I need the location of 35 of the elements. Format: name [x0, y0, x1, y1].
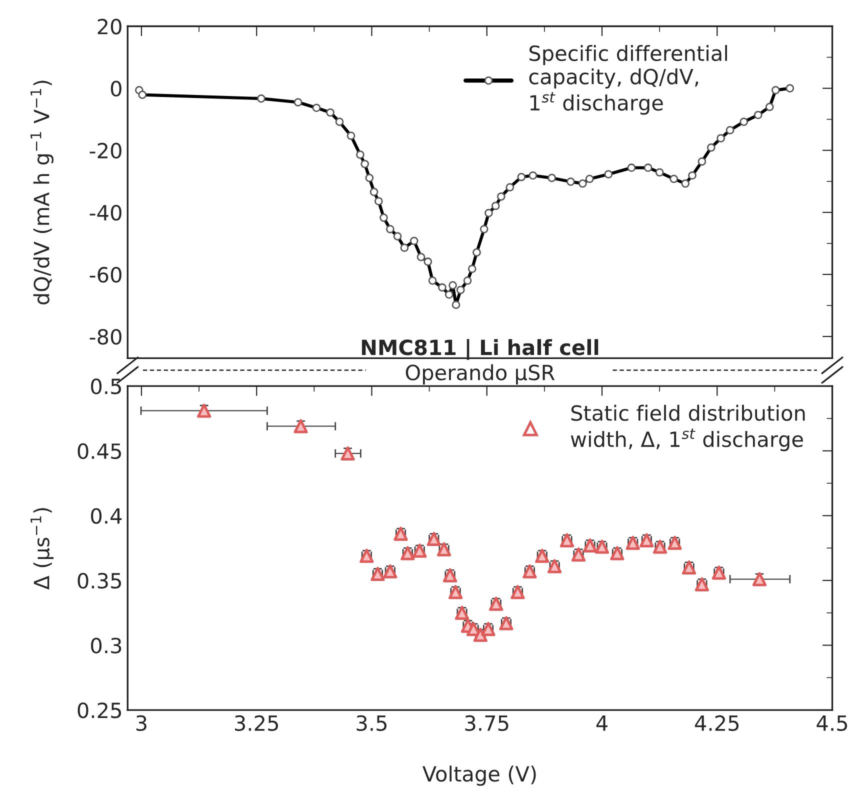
point [522, 564, 537, 578]
text: Operando μSR [406, 364, 555, 384]
x-tick-label: 3.25 [234, 715, 278, 732]
y-tick-label: -60 [90, 266, 122, 283]
y-tick-label: -40 [90, 204, 122, 221]
y-axis-title: dQ/dV (mA h g$^{−1}$ V$^{−1}$) [30, 80, 54, 304]
x-tick-label: 4.5 [816, 716, 848, 732]
legend-label: Static field distribution width, Δ, 1$^{st}$ discharge [570, 404, 805, 452]
y-tick-label: 0.25 [78, 702, 121, 718]
y-tick-label: 0.35 [78, 572, 121, 589]
y-tick-label: 0.3 [91, 638, 122, 654]
point [510, 585, 525, 600]
y-tick-label: 0.5 [91, 378, 121, 394]
point [752, 572, 767, 586]
y-axis-title: Δ (µs$^{−1}$) [30, 508, 54, 590]
point [294, 419, 308, 434]
point [481, 622, 496, 636]
y-tick-label: 0.4 [91, 508, 122, 524]
y-tick-label: 0.45 [78, 443, 121, 460]
legend-label: Specific differential capacity, dQ/dV, 1$^{st}$ discharge [529, 45, 728, 115]
x-tick-label: 4 [596, 716, 608, 731]
point [340, 446, 355, 461]
point [448, 585, 463, 600]
point [668, 536, 682, 550]
point [197, 404, 212, 418]
x-tick-label: 4.25 [694, 715, 739, 732]
y-tick-label: -20 [90, 142, 122, 159]
point [626, 536, 640, 550]
y-tick-label: -80 [90, 328, 122, 345]
x-axis-title: Voltage (V) [422, 766, 536, 786]
y-tick-label: 0 [110, 80, 122, 97]
y-tick-label: 20 [98, 18, 122, 34]
x-tick-label: 3.5 [356, 715, 386, 732]
x-tick-label: 3.75 [465, 715, 508, 732]
x-tick-label: 3 [136, 715, 146, 732]
